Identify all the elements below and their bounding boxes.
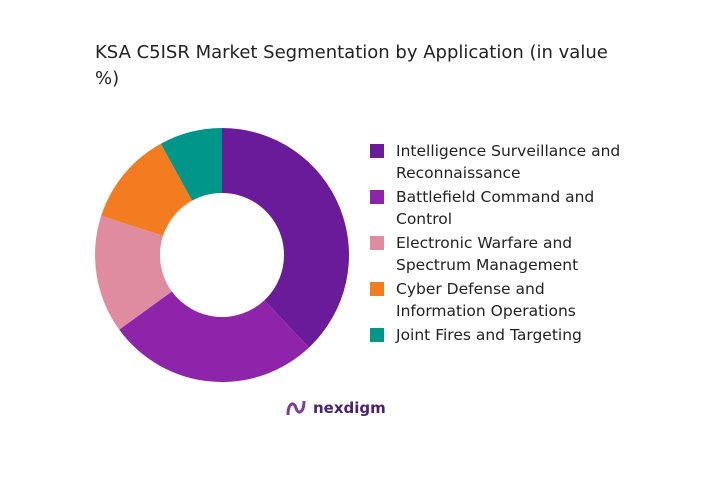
legend-swatch bbox=[370, 282, 384, 296]
legend-item: Battlefield Command and Control bbox=[370, 186, 630, 230]
legend-item: Joint Fires and Targeting bbox=[370, 324, 630, 346]
chart-title: KSA C5ISR Market Segmentation by Applica… bbox=[95, 42, 608, 89]
legend-swatch bbox=[370, 328, 384, 342]
legend-label: Intelligence Surveillance and Reconnaiss… bbox=[396, 142, 621, 182]
donut-slice bbox=[119, 291, 309, 382]
donut-slice bbox=[222, 128, 350, 348]
brand-name: nexdigm bbox=[313, 399, 386, 417]
legend-item: Intelligence Surveillance and Reconnaiss… bbox=[370, 140, 630, 184]
legend-swatch bbox=[370, 144, 384, 158]
brand: nexdigm bbox=[285, 397, 386, 419]
donut-slice bbox=[101, 143, 193, 236]
legend-label: Battlefield Command and Control bbox=[396, 188, 595, 228]
donut-slice bbox=[160, 128, 222, 201]
legend-label: Cyber Defense and Information Operations bbox=[396, 280, 576, 320]
legend-item: Cyber Defense and Information Operations bbox=[370, 278, 630, 322]
legend-label: Joint Fires and Targeting bbox=[396, 326, 582, 344]
legend-label: Electronic Warfare and Spectrum Manageme… bbox=[396, 234, 579, 274]
legend-swatch bbox=[370, 190, 384, 204]
donut-slice bbox=[94, 215, 172, 330]
brand-icon bbox=[286, 400, 306, 416]
legend: Intelligence Surveillance and Reconnaiss… bbox=[370, 140, 630, 348]
legend-swatch bbox=[370, 236, 384, 250]
legend-item: Electronic Warfare and Spectrum Manageme… bbox=[370, 232, 630, 276]
